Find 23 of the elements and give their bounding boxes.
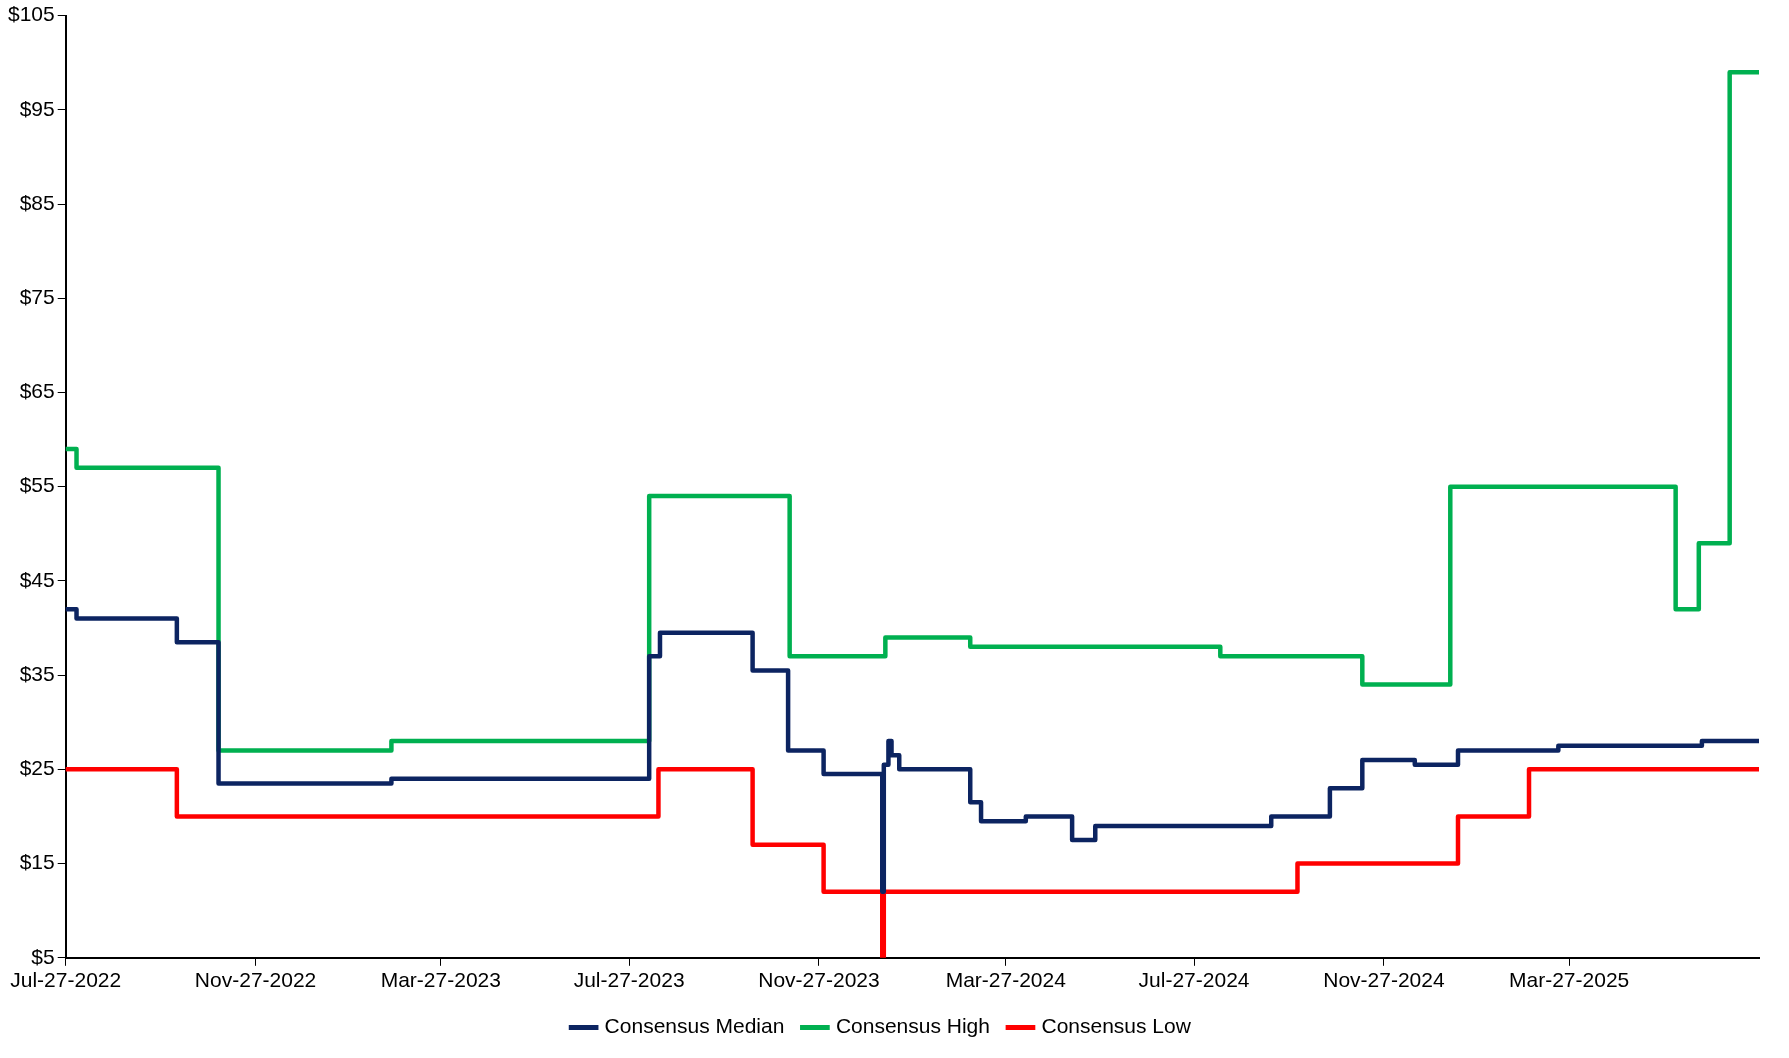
x-tick-label: Jul-27-2023 — [573, 968, 685, 992]
y-tick-label: $35 — [19, 661, 55, 685]
y-tick-label: $105 — [8, 2, 55, 26]
y-tick-label: $75 — [19, 285, 55, 309]
y-tick-label: $5 — [31, 944, 55, 968]
y-tick-label: $25 — [19, 756, 55, 780]
x-tick-label: Nov-27-2023 — [758, 968, 880, 992]
x-tick-label: Jul-27-2024 — [1138, 968, 1250, 992]
y-tick-label: $65 — [19, 379, 55, 403]
x-tick-label: Mar-27-2025 — [1509, 968, 1630, 992]
legend-label: Consensus Median — [604, 1014, 785, 1038]
legend-label: Consensus Low — [1041, 1014, 1192, 1038]
x-tick-label: Nov-27-2022 — [194, 968, 317, 992]
y-tick-label: $55 — [19, 473, 55, 497]
y-tick-label: $85 — [19, 190, 55, 214]
x-tick-label: Nov-27-2024 — [1323, 968, 1445, 992]
x-tick-label: Mar-27-2023 — [380, 968, 501, 992]
legend-label: Consensus High — [835, 1014, 990, 1038]
y-tick-label: $95 — [19, 96, 55, 120]
y-tick-label: $45 — [19, 567, 55, 591]
x-tick-label: Jul-27-2022 — [10, 968, 122, 992]
x-tick-label: Mar-27-2024 — [945, 968, 1067, 992]
y-tick-label: $15 — [19, 850, 55, 874]
